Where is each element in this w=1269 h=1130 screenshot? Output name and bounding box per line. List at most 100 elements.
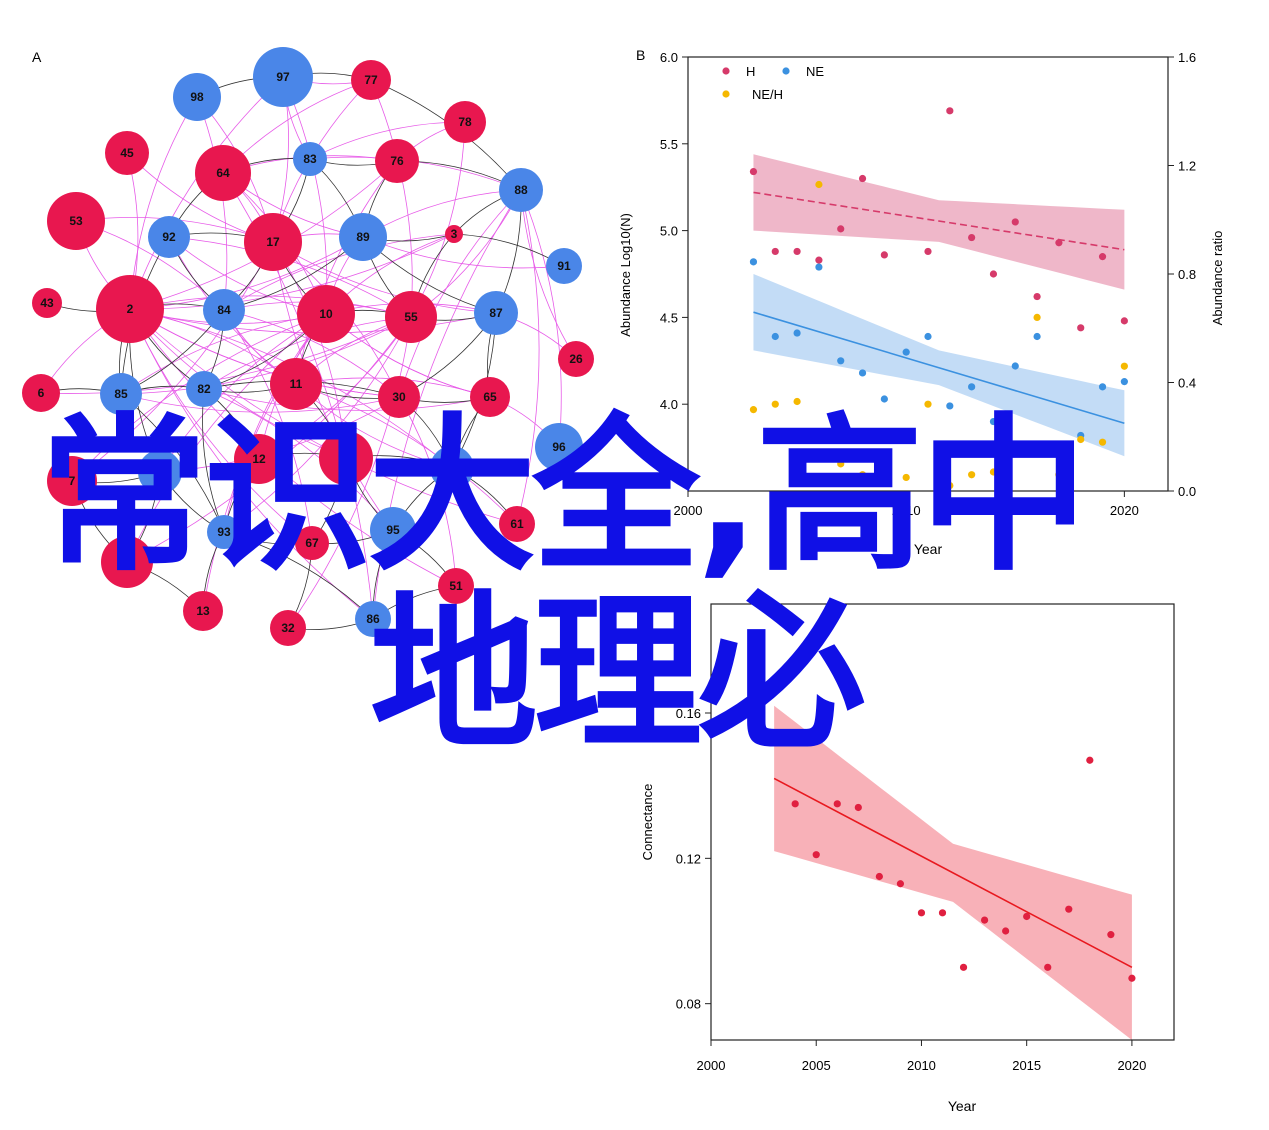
network-node: 51	[438, 568, 474, 604]
abundance-point-ne	[902, 348, 910, 356]
network-node: 55	[385, 291, 437, 343]
network-node-circle	[47, 192, 105, 250]
abundance-point-ne	[989, 417, 998, 426]
abundance-point-ne-h	[749, 406, 758, 414]
connectance-point	[1002, 927, 1010, 935]
abundance-point-ne-h	[1077, 435, 1085, 444]
connectance-point	[1086, 756, 1094, 764]
abundance-point-ne-h	[946, 481, 954, 490]
network-edge	[159, 396, 400, 473]
network-node-label: 30	[392, 390, 406, 404]
abundance-point-ne	[1011, 362, 1019, 370]
network-node-label: 94	[153, 465, 167, 479]
abundance-point-ne	[1055, 442, 1063, 450]
network-node-label: 98	[190, 90, 204, 104]
network-node-label: 65	[483, 390, 497, 404]
network-node-circle	[430, 446, 474, 490]
network-node-label: 17	[266, 235, 280, 249]
network-edge	[203, 388, 491, 411]
network-node-circle	[295, 526, 329, 560]
network-node-label: 85	[114, 387, 128, 401]
network-node: 76	[375, 139, 419, 183]
network-edge	[272, 241, 497, 314]
network-node-circle	[105, 131, 149, 175]
network-node-label: 43	[40, 296, 54, 310]
abundance-point-ne	[815, 263, 823, 271]
abundance-y-tick-label-right: 0.0	[1178, 484, 1196, 499]
network-edge	[168, 236, 412, 318]
network-edge	[196, 96, 228, 311]
abundance-point-ne-h	[771, 400, 779, 408]
network-node: 3	[445, 225, 463, 243]
abundance-point-h	[858, 174, 867, 183]
abundance-point-ne-h	[924, 400, 932, 408]
connectance-x-tick-label: 2000	[697, 1058, 726, 1073]
network-edge	[223, 309, 313, 544]
connectance-point	[770, 607, 778, 615]
abundance-trend-ne	[753, 311, 1125, 425]
network-node-label: 84	[217, 303, 231, 317]
network-node: 85	[100, 373, 142, 415]
network-edge	[223, 313, 327, 533]
network-node-circle	[378, 376, 420, 418]
network-edge	[129, 308, 374, 620]
abundance-point-h	[880, 251, 888, 259]
network-node: 89	[339, 213, 387, 261]
network-edge	[129, 233, 455, 310]
network-node: 61	[499, 506, 535, 542]
abundance-x-tick-label: 2010	[892, 503, 921, 518]
abundance-point-ne	[924, 332, 932, 341]
network-edge	[516, 189, 540, 525]
abundance-x-tick-label: 2020	[1110, 503, 1139, 518]
network-node-label: 95	[386, 523, 400, 537]
network-node-label: 61	[510, 517, 524, 531]
abundance-y-tick-label-left: 4.0	[660, 397, 678, 412]
abundance-chart: 2000 2010 2020 4.0 4.5 5.0 5.5 6.0 0.0 0.4 0.8 1.2 1…	[618, 50, 1225, 557]
network-edge	[159, 313, 327, 473]
connectance-point	[854, 803, 862, 812]
network-node-label: 78	[458, 115, 472, 129]
abundance-point-ne-h	[902, 473, 910, 482]
network-node-circle	[32, 288, 62, 318]
network-node: 53	[47, 192, 105, 250]
abundance-confidence-bands	[753, 154, 1125, 457]
abundance-x-label: Year	[914, 541, 943, 557]
network-node-circle	[339, 213, 387, 261]
network-node-circle	[22, 374, 60, 412]
network-node-circle	[319, 431, 373, 485]
abundance-y-tick-label-right: 0.4	[1178, 376, 1196, 391]
network-node-circle	[101, 536, 153, 588]
abundance-point-ne	[880, 395, 888, 403]
network-node-label: 86	[366, 612, 380, 626]
abundance-point-h	[989, 270, 998, 278]
network-node-circle	[270, 610, 306, 646]
network-node: 32	[270, 610, 306, 646]
network-node-label: 45	[120, 146, 134, 160]
abundance-y-tick-label-right: 1.6	[1178, 50, 1196, 65]
network-node: 65	[470, 377, 510, 417]
network-node-circle	[148, 216, 190, 258]
network-node: 82	[186, 371, 222, 407]
connectance-point	[1107, 931, 1115, 939]
connectance-x-label: Year	[948, 1098, 977, 1114]
abundance-point-ne	[1098, 383, 1107, 391]
abundance-y-tick-label-left: 4.5	[660, 310, 678, 325]
network-node: 93	[207, 515, 241, 549]
network-node-label: 3	[451, 227, 458, 241]
connectance-point	[791, 800, 799, 808]
abundance-point-ne	[858, 369, 867, 377]
network-node: 88	[499, 168, 543, 212]
network-node: 95	[370, 507, 416, 553]
network-node: 84	[203, 289, 245, 331]
network-node: 96	[535, 423, 583, 471]
connectance-point	[1023, 912, 1031, 921]
legend-label: H	[746, 64, 755, 79]
network-node-label: 89	[356, 230, 370, 244]
connectance-x-tick-label: 2015	[1012, 1058, 1041, 1073]
network-node-label: 12	[252, 452, 266, 466]
abundance-y-tick-label-right: 1.2	[1178, 159, 1196, 174]
network-node-label: 1	[343, 451, 350, 465]
abundance-point-ne-h	[1055, 471, 1063, 479]
